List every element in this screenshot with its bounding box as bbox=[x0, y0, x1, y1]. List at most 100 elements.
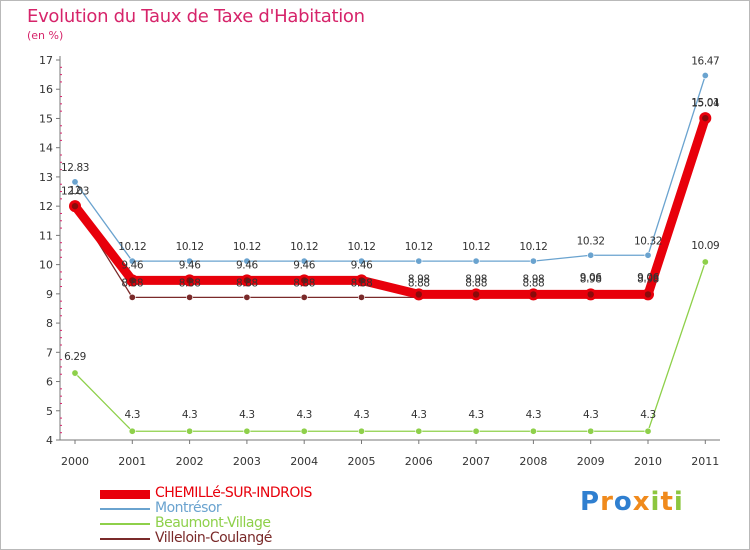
data-label: 10.32 bbox=[577, 235, 605, 247]
data-label: 8.88 bbox=[236, 277, 258, 289]
legend-item: Villeloin-Coulangé bbox=[100, 530, 400, 546]
series-point bbox=[128, 257, 136, 265]
series-point bbox=[243, 427, 251, 435]
data-label: 9.46 bbox=[293, 259, 315, 271]
x-tick-label: 2010 bbox=[634, 455, 662, 468]
data-label: 10.12 bbox=[233, 241, 261, 253]
series-point bbox=[186, 277, 193, 284]
data-label: 8.88 bbox=[351, 277, 373, 289]
x-tick-label: 2008 bbox=[519, 455, 547, 468]
data-label: 6.29 bbox=[64, 351, 86, 363]
series-point bbox=[644, 251, 652, 259]
x-tick-label: 2007 bbox=[462, 455, 490, 468]
brand-letter: r bbox=[600, 487, 614, 517]
y-tick-label: 10 bbox=[39, 259, 53, 272]
series-point bbox=[530, 291, 537, 298]
y-tick-label: 8 bbox=[46, 317, 53, 330]
legend-label: Villeloin-Coulangé bbox=[155, 530, 272, 546]
x-tick-label: 2003 bbox=[233, 455, 261, 468]
series-point bbox=[300, 293, 308, 301]
series-point bbox=[128, 427, 136, 435]
series-point bbox=[701, 71, 709, 79]
brand-letter: P bbox=[580, 487, 601, 517]
series-point bbox=[129, 277, 136, 284]
legend-item: CHEMILLé-SUR-INDROIS bbox=[100, 485, 400, 501]
data-label: 4.3 bbox=[411, 409, 427, 421]
y-tick-label: 5 bbox=[46, 405, 53, 418]
series-point bbox=[472, 291, 480, 298]
series-point bbox=[644, 291, 652, 298]
y-tick-label: 11 bbox=[39, 229, 53, 242]
legend: CHEMILLé-SUR-INDROIS Montrésor Beaumont-Vi… bbox=[100, 485, 400, 546]
data-label: 12 bbox=[69, 185, 82, 197]
data-label: 10.12 bbox=[519, 241, 547, 253]
y-tick-label: 16 bbox=[39, 83, 53, 96]
series-point bbox=[243, 293, 251, 301]
legend-item: Montrésor bbox=[100, 500, 400, 516]
series-point bbox=[300, 427, 308, 435]
brand-letter: o bbox=[613, 487, 633, 517]
data-label: 4.3 bbox=[182, 409, 198, 421]
series-point bbox=[186, 293, 194, 301]
data-label: 4.3 bbox=[296, 409, 312, 421]
series-point bbox=[415, 291, 422, 298]
chart-subtitle: (en %) bbox=[27, 29, 64, 42]
data-label: 12.83 bbox=[61, 162, 89, 174]
y-tick-label: 13 bbox=[39, 171, 53, 184]
data-label: 4.3 bbox=[125, 409, 141, 421]
y-tick-label: 14 bbox=[39, 142, 53, 155]
data-label: 9.46 bbox=[121, 259, 143, 271]
data-label: 8.88 bbox=[465, 277, 487, 289]
data-label: 16.47 bbox=[691, 55, 719, 67]
data-label: 10.32 bbox=[634, 235, 662, 247]
data-label: 4.3 bbox=[354, 409, 370, 421]
x-tick-label: 2009 bbox=[577, 455, 605, 468]
data-label: 9.46 bbox=[236, 259, 258, 271]
series-point bbox=[357, 427, 365, 435]
series-point bbox=[701, 258, 709, 266]
data-label: 10.12 bbox=[405, 241, 433, 253]
data-label: 9.06 bbox=[637, 272, 659, 284]
x-tick-label: 2004 bbox=[290, 455, 318, 468]
y-tick-label: 6 bbox=[46, 376, 53, 389]
data-label: 10.09 bbox=[691, 240, 719, 252]
series-line-0 bbox=[70, 113, 710, 299]
series-line-1 bbox=[74, 74, 706, 262]
series-point bbox=[529, 257, 537, 265]
data-label: 4.3 bbox=[239, 409, 255, 421]
series-point bbox=[472, 427, 480, 435]
series-point bbox=[472, 257, 480, 265]
series-point bbox=[243, 257, 251, 265]
series-point bbox=[529, 427, 537, 435]
legend-label: CHEMILLé-SUR-INDROIS bbox=[155, 485, 312, 501]
data-label: 8.98 bbox=[637, 273, 659, 285]
data-label: 10.12 bbox=[462, 241, 490, 253]
data-label: 8.88 bbox=[408, 277, 430, 289]
x-tick-label: 2000 bbox=[61, 455, 89, 468]
data-label: 8.98 bbox=[523, 273, 545, 285]
series-point bbox=[128, 293, 136, 301]
data-label: 10.12 bbox=[118, 241, 146, 253]
legend-swatch bbox=[100, 538, 150, 540]
legend-swatch bbox=[100, 508, 150, 510]
series-point bbox=[357, 293, 365, 301]
data-label: 4.3 bbox=[583, 409, 599, 421]
series-point bbox=[243, 277, 251, 284]
series-point bbox=[358, 277, 365, 284]
series-point bbox=[415, 257, 423, 265]
series-point bbox=[71, 202, 79, 210]
series-point bbox=[71, 369, 79, 377]
brand-letter: i bbox=[650, 487, 661, 517]
x-tick-label: 2006 bbox=[405, 455, 433, 468]
x-tick-label: 2002 bbox=[176, 455, 204, 468]
data-label: 9.06 bbox=[580, 272, 602, 284]
proxiti-logo: Proxiti bbox=[580, 487, 684, 517]
x-tick-label: 2001 bbox=[118, 455, 146, 468]
series-point bbox=[71, 178, 79, 186]
data-label: 10.12 bbox=[176, 241, 204, 253]
series-point bbox=[186, 257, 194, 265]
series-point bbox=[587, 427, 595, 435]
data-label: 8.88 bbox=[523, 277, 545, 289]
legend-label: Beaumont-Village bbox=[155, 515, 271, 531]
